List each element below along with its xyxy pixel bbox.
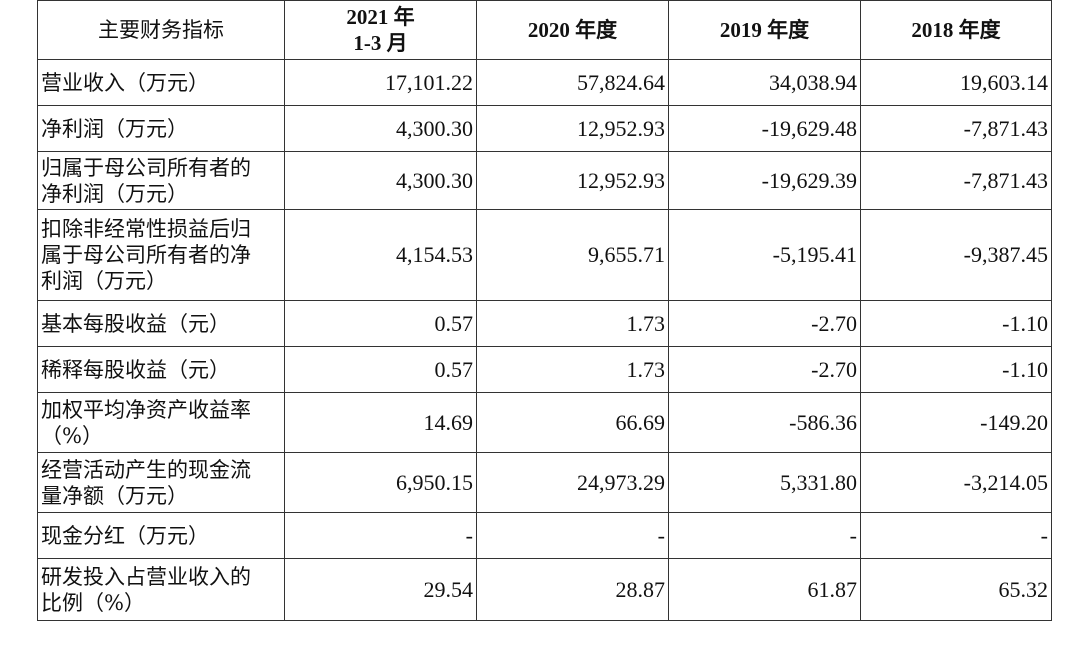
cell-value: 9,655.71 [476, 209, 669, 301]
table-row: 稀释每股收益（元） 0.57 1.73 -2.70 -1.10 [37, 346, 1052, 393]
cell-value: - [284, 512, 477, 559]
cell-value: -586.36 [668, 392, 861, 453]
table-row: 经营活动产生的现金流 量净额（万元） 6,950.15 24,973.29 5,… [37, 452, 1052, 513]
row-label: 现金分红（万元） [37, 512, 285, 559]
header-indicator: 主要财务指标 [37, 0, 285, 60]
cell-value: 61.87 [668, 558, 861, 621]
cell-value: 65.32 [860, 558, 1052, 621]
cell-value: 12,952.93 [476, 151, 669, 210]
cell-value: -1.10 [860, 300, 1052, 347]
table-row: 加权平均净资产收益率 （%） 14.69 66.69 -586.36 -149.… [37, 392, 1052, 453]
header-2021q1-year: 2021 年 [346, 5, 415, 29]
cell-value: - [860, 512, 1052, 559]
table-row: 扣除非经常性损益后归 属于母公司所有者的净 利润（万元） 4,154.53 9,… [37, 209, 1052, 301]
header-2021q1: 2021 年 1-3 月 [284, 0, 477, 60]
row-label: 研发投入占营业收入的 比例（%） [37, 558, 285, 621]
cell-value: -2.70 [668, 300, 861, 347]
table-row: 研发投入占营业收入的 比例（%） 29.54 28.87 61.87 65.32 [37, 558, 1052, 621]
cell-value: 29.54 [284, 558, 477, 621]
cell-value: 0.57 [284, 346, 477, 393]
row-label: 营业收入（万元） [37, 59, 285, 106]
cell-value: -7,871.43 [860, 151, 1052, 210]
header-2021q1-period: 1-3 月 [353, 31, 408, 55]
cell-value: -19,629.39 [668, 151, 861, 210]
cell-value: 6,950.15 [284, 452, 477, 513]
cell-value: -3,214.05 [860, 452, 1052, 513]
cell-value: 19,603.14 [860, 59, 1052, 106]
cell-value: 34,038.94 [668, 59, 861, 106]
cell-value: 1.73 [476, 346, 669, 393]
cell-value: -2.70 [668, 346, 861, 393]
row-label: 加权平均净资产收益率 （%） [37, 392, 285, 453]
cell-value: - [476, 512, 669, 559]
cell-value: - [668, 512, 861, 559]
table-row: 净利润（万元） 4,300.30 12,952.93 -19,629.48 -7… [37, 105, 1052, 152]
cell-value: 4,154.53 [284, 209, 477, 301]
cell-value: 4,300.30 [284, 105, 477, 152]
financial-indicators-table: 主要财务指标 2021 年 1-3 月 2020 年度 2019 年度 2018… [37, 0, 1052, 621]
cell-value: 24,973.29 [476, 452, 669, 513]
header-2020: 2020 年度 [476, 0, 669, 60]
row-label: 基本每股收益（元） [37, 300, 285, 347]
cell-value: -19,629.48 [668, 105, 861, 152]
cell-value: 66.69 [476, 392, 669, 453]
cell-value: 0.57 [284, 300, 477, 347]
row-label: 稀释每股收益（元） [37, 346, 285, 393]
cell-value: -149.20 [860, 392, 1052, 453]
table-row: 基本每股收益（元） 0.57 1.73 -2.70 -1.10 [37, 300, 1052, 347]
row-label: 扣除非经常性损益后归 属于母公司所有者的净 利润（万元） [37, 209, 285, 301]
cell-value: 1.73 [476, 300, 669, 347]
cell-value: 57,824.64 [476, 59, 669, 106]
row-label: 净利润（万元） [37, 105, 285, 152]
cell-value: 12,952.93 [476, 105, 669, 152]
cell-value: 17,101.22 [284, 59, 477, 106]
cell-value: 5,331.80 [668, 452, 861, 513]
cell-value: -9,387.45 [860, 209, 1052, 301]
cell-value: 14.69 [284, 392, 477, 453]
cell-value: -1.10 [860, 346, 1052, 393]
table-row: 归属于母公司所有者的 净利润（万元） 4,300.30 12,952.93 -1… [37, 151, 1052, 210]
cell-value: 28.87 [476, 558, 669, 621]
row-label: 经营活动产生的现金流 量净额（万元） [37, 452, 285, 513]
header-row: 主要财务指标 2021 年 1-3 月 2020 年度 2019 年度 2018… [37, 0, 1052, 60]
table-row: 现金分红（万元） - - - - [37, 512, 1052, 559]
cell-value: 4,300.30 [284, 151, 477, 210]
table-row: 营业收入（万元） 17,101.22 57,824.64 34,038.94 1… [37, 59, 1052, 106]
cell-value: -5,195.41 [668, 209, 861, 301]
header-2019: 2019 年度 [668, 0, 861, 60]
row-label: 归属于母公司所有者的 净利润（万元） [37, 151, 285, 210]
header-2018: 2018 年度 [860, 0, 1052, 60]
cell-value: -7,871.43 [860, 105, 1052, 152]
